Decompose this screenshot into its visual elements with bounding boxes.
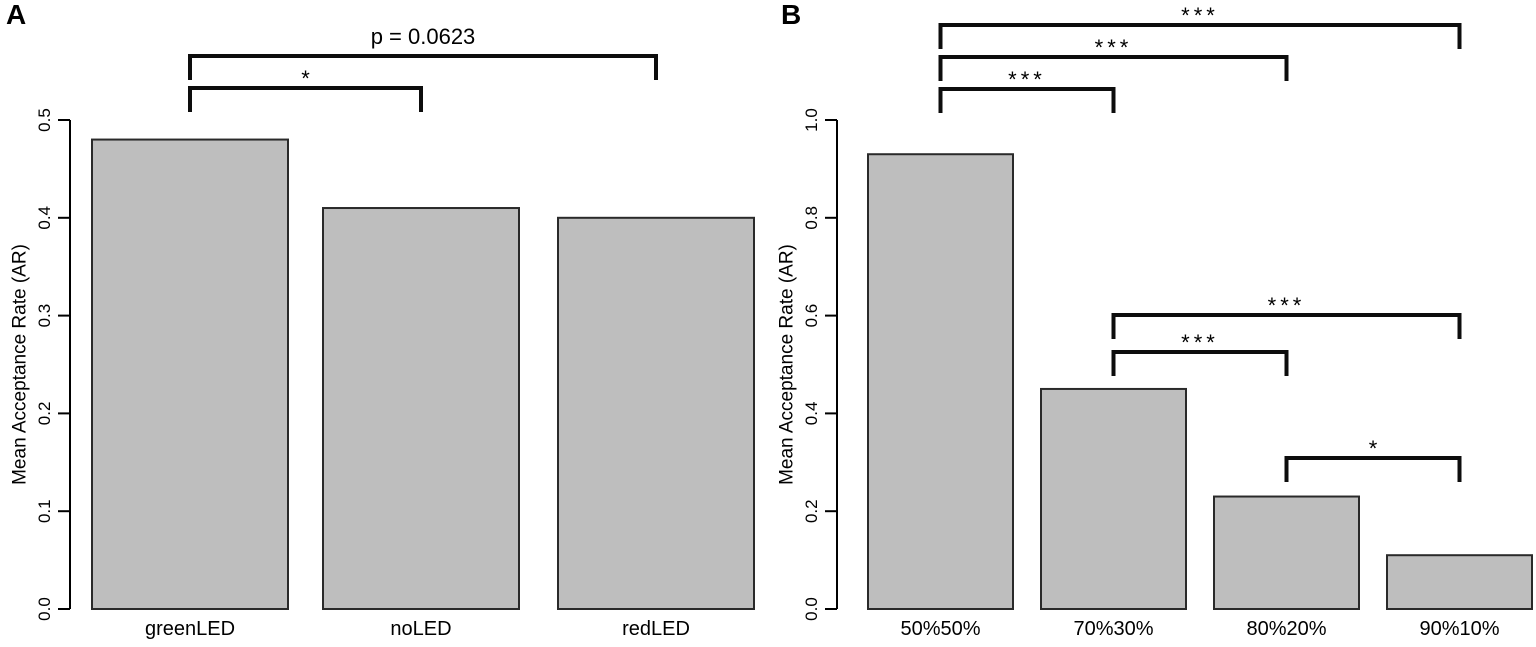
y-axis-tick-label: 0.4 bbox=[802, 402, 821, 426]
bar-90-10 bbox=[1386, 554, 1533, 611]
significance-bracket-a-0 bbox=[188, 86, 423, 112]
panel-a-letter: A bbox=[6, 0, 26, 30]
bar-greenled bbox=[91, 138, 289, 610]
y-axis-tick-label: 0.2 bbox=[802, 499, 821, 523]
significance-bracket-b-4 bbox=[1111, 313, 1462, 339]
significance-label-b-0: *** bbox=[1008, 67, 1046, 92]
y-axis-title: Mean Acceptance Rate (AR) bbox=[10, 244, 31, 485]
x-category-label-80-20: 80%20% bbox=[1246, 618, 1326, 640]
y-axis-tick-label: 0.2 bbox=[35, 402, 54, 426]
x-category-label-70-30: 70%30% bbox=[1073, 618, 1153, 640]
bar-50-50 bbox=[867, 153, 1014, 610]
significance-bracket-b-5 bbox=[1284, 456, 1462, 482]
x-category-label-90-10: 90%10% bbox=[1419, 618, 1499, 640]
x-category-label-greenled: greenLED bbox=[145, 618, 235, 640]
significance-bracket-b-0 bbox=[938, 87, 1116, 113]
y-axis-tick-label: 0.4 bbox=[35, 206, 54, 230]
bar-70-30 bbox=[1040, 387, 1187, 611]
significance-label-b-3: *** bbox=[1181, 330, 1219, 355]
significance-bracket-b-1 bbox=[938, 55, 1289, 81]
x-category-label-redled: redLED bbox=[622, 618, 690, 640]
bar-redled bbox=[557, 216, 755, 611]
significance-label-a-1: p = 0.0623 bbox=[371, 24, 476, 49]
significance-label-b-2: *** bbox=[1181, 3, 1219, 28]
significance-bracket-b-2 bbox=[938, 23, 1462, 49]
panel-a-chart: 0.0 0.1 0.2 0.3 0.4 0.5 Mean Acceptance Rate (… bbox=[10, 24, 755, 640]
significance-label-b-5: * bbox=[1369, 436, 1378, 461]
significance-bracket-b-3 bbox=[1111, 350, 1289, 376]
y-axis-tick-label: 0.8 bbox=[802, 206, 821, 230]
x-category-label-noled: noLED bbox=[390, 618, 451, 640]
y-axis-tick-label: 1.0 bbox=[802, 108, 821, 132]
y-axis-title: Mean Acceptance Rate (AR) bbox=[777, 244, 798, 485]
significance-label-a-0: * bbox=[301, 66, 310, 91]
y-axis-tick-label: 0.3 bbox=[35, 304, 54, 328]
x-category-label-50-50: 50%50% bbox=[900, 618, 980, 640]
panel-b-letter: B bbox=[781, 0, 801, 30]
y-axis-tick-label: 0.6 bbox=[802, 304, 821, 328]
bar-noled bbox=[322, 207, 520, 611]
y-axis-tick-label: 0.5 bbox=[35, 108, 54, 132]
significance-label-b-4: *** bbox=[1268, 293, 1306, 318]
significance-bracket-a-1 bbox=[188, 54, 658, 80]
y-axis-tick-label: 0.0 bbox=[35, 597, 54, 621]
panel-b-chart: 0.0 0.2 0.4 0.6 0.8 1.0 Mean Acceptance Rate (… bbox=[777, 3, 1533, 640]
y-axis-tick-label: 0.1 bbox=[35, 499, 54, 523]
bar-80-20 bbox=[1213, 495, 1360, 610]
y-axis-tick-label: 0.0 bbox=[802, 597, 821, 621]
significance-label-b-1: *** bbox=[1095, 35, 1133, 60]
